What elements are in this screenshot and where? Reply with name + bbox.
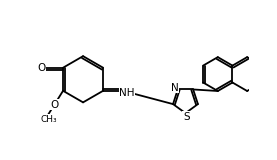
- Text: NH: NH: [119, 88, 135, 98]
- Text: CH₃: CH₃: [40, 115, 57, 124]
- Text: S: S: [183, 112, 189, 122]
- Text: O: O: [37, 63, 46, 73]
- Text: O: O: [50, 100, 59, 110]
- Text: N: N: [171, 83, 179, 93]
